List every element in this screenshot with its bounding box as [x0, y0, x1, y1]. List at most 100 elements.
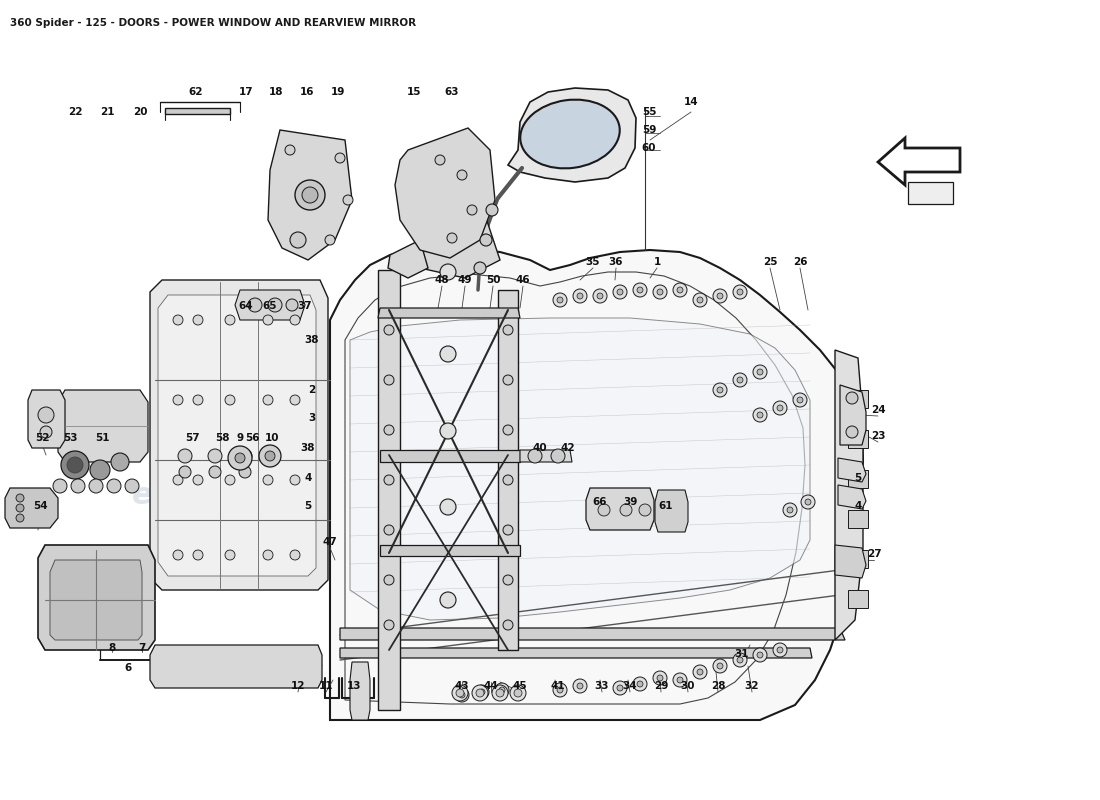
Circle shape: [653, 285, 667, 299]
Text: 63: 63: [444, 87, 460, 97]
Circle shape: [440, 423, 456, 439]
Circle shape: [173, 475, 183, 485]
Text: 10: 10: [265, 433, 279, 443]
Text: 42: 42: [561, 443, 575, 453]
Circle shape: [598, 504, 611, 516]
Text: 5: 5: [305, 501, 311, 511]
Text: 55: 55: [641, 107, 657, 117]
Circle shape: [302, 187, 318, 203]
Circle shape: [239, 466, 251, 478]
Circle shape: [653, 671, 667, 685]
Circle shape: [434, 155, 446, 165]
Circle shape: [263, 475, 273, 485]
Polygon shape: [508, 88, 636, 182]
Circle shape: [793, 393, 807, 407]
Text: 18: 18: [268, 87, 284, 97]
Circle shape: [40, 426, 52, 438]
Text: 65: 65: [263, 301, 277, 311]
Circle shape: [265, 451, 275, 461]
Circle shape: [478, 689, 485, 695]
Circle shape: [777, 647, 783, 653]
Text: 12: 12: [290, 681, 306, 691]
Circle shape: [557, 687, 563, 693]
Circle shape: [777, 405, 783, 411]
Circle shape: [111, 453, 129, 471]
Polygon shape: [158, 295, 316, 576]
Circle shape: [384, 620, 394, 630]
Circle shape: [737, 657, 742, 663]
Text: 1: 1: [653, 257, 661, 267]
Polygon shape: [840, 385, 866, 445]
Text: eurospares: eurospares: [132, 482, 324, 510]
Circle shape: [67, 457, 82, 473]
Circle shape: [773, 401, 786, 415]
Circle shape: [697, 669, 703, 675]
Circle shape: [639, 504, 651, 516]
Text: eurospares: eurospares: [572, 370, 764, 398]
Circle shape: [578, 293, 583, 299]
Polygon shape: [330, 248, 864, 720]
Circle shape: [263, 550, 273, 560]
Circle shape: [737, 289, 742, 295]
Polygon shape: [586, 488, 654, 530]
Ellipse shape: [520, 100, 619, 168]
Text: 14: 14: [684, 97, 699, 107]
Polygon shape: [878, 138, 960, 185]
Polygon shape: [340, 628, 845, 640]
Circle shape: [476, 689, 484, 697]
Circle shape: [226, 550, 235, 560]
Text: 13: 13: [346, 681, 361, 691]
Circle shape: [496, 689, 504, 697]
Text: 43: 43: [454, 681, 470, 691]
Circle shape: [713, 383, 727, 397]
Circle shape: [125, 479, 139, 493]
Text: 34: 34: [623, 681, 637, 691]
Circle shape: [673, 283, 688, 297]
Circle shape: [455, 688, 469, 702]
Circle shape: [209, 466, 221, 478]
Polygon shape: [388, 240, 428, 278]
Text: 23: 23: [871, 431, 886, 441]
Circle shape: [440, 592, 456, 608]
Bar: [908, 182, 953, 204]
Circle shape: [72, 479, 85, 493]
Circle shape: [90, 460, 110, 480]
Circle shape: [89, 479, 103, 493]
Circle shape: [474, 262, 486, 274]
Text: 6: 6: [124, 663, 132, 673]
Circle shape: [637, 287, 644, 293]
Circle shape: [286, 299, 298, 311]
Bar: [848, 550, 868, 568]
Circle shape: [553, 683, 566, 697]
Circle shape: [617, 289, 623, 295]
Circle shape: [499, 687, 505, 693]
Circle shape: [632, 283, 647, 297]
Text: 5: 5: [855, 473, 861, 483]
Circle shape: [208, 449, 222, 463]
Circle shape: [553, 293, 566, 307]
Circle shape: [384, 475, 394, 485]
Circle shape: [173, 395, 183, 405]
Circle shape: [632, 677, 647, 691]
Circle shape: [173, 550, 183, 560]
Circle shape: [578, 683, 583, 689]
Polygon shape: [520, 450, 572, 462]
Circle shape: [226, 475, 235, 485]
Circle shape: [757, 369, 763, 375]
Text: 35: 35: [585, 257, 601, 267]
Circle shape: [475, 685, 490, 699]
Bar: [848, 590, 868, 608]
Circle shape: [717, 293, 723, 299]
Circle shape: [192, 475, 204, 485]
Text: 21: 21: [100, 107, 114, 117]
Circle shape: [846, 392, 858, 404]
Circle shape: [192, 550, 204, 560]
Circle shape: [472, 685, 488, 701]
Circle shape: [503, 525, 513, 535]
Text: 60: 60: [641, 143, 657, 153]
Circle shape: [503, 325, 513, 335]
Text: 2: 2: [308, 385, 316, 395]
Circle shape: [757, 412, 763, 418]
Circle shape: [617, 685, 623, 691]
Text: 52: 52: [35, 433, 50, 443]
